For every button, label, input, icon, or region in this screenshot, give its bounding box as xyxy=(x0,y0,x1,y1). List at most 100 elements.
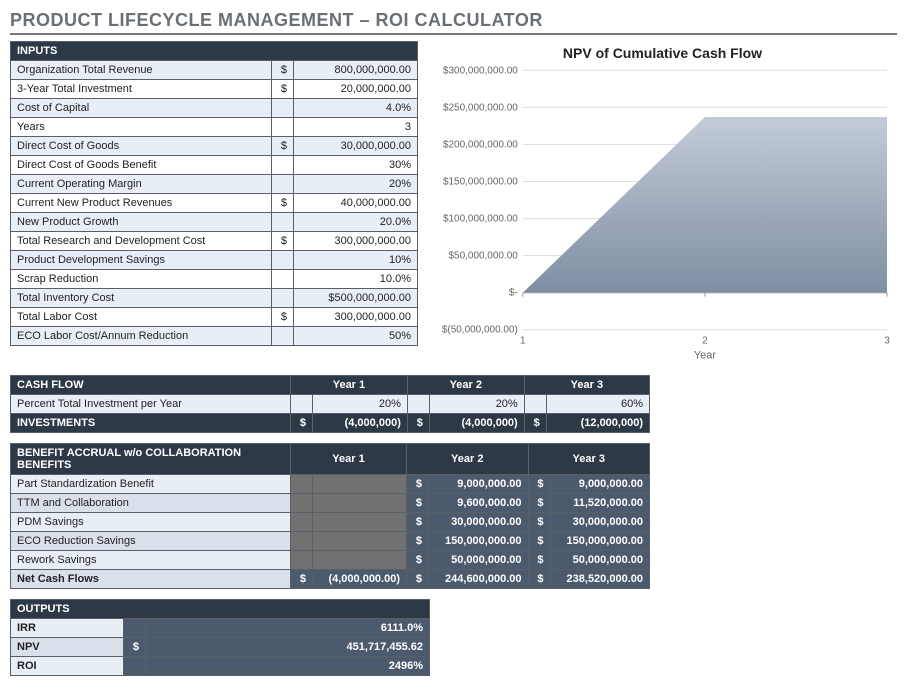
inv-cur-3: $ xyxy=(524,414,546,433)
benefit-cur: $ xyxy=(407,513,429,532)
input-cur: $ xyxy=(272,61,294,80)
benefit-val xyxy=(313,551,407,570)
output-label: NPV xyxy=(11,638,124,657)
input-cur xyxy=(272,289,294,308)
inputs-table: INPUTS Organization Total Revenue$800,00… xyxy=(10,41,418,346)
cashflow-val: 60% xyxy=(546,395,649,414)
input-label: Current New Product Revenues xyxy=(11,194,272,213)
input-cur xyxy=(272,175,294,194)
input-val: 800,000,000.00 xyxy=(294,61,418,80)
svg-text:Year: Year xyxy=(694,350,717,362)
benefit-header: BENEFIT ACCRUAL w/o COLLABORATION BENEFI… xyxy=(11,444,291,475)
input-label: Current Operating Margin xyxy=(11,175,272,194)
input-val: 10.0% xyxy=(294,270,418,289)
svg-text:3: 3 xyxy=(884,336,890,347)
svg-text:$250,000,000.00: $250,000,000.00 xyxy=(443,102,518,113)
cashflow-table: CASH FLOW Year 1 Year 2 Year 3 Percent T… xyxy=(10,375,650,433)
input-val: 20.0% xyxy=(294,213,418,232)
inputs-header: INPUTS xyxy=(11,42,418,61)
benefit-cur: $ xyxy=(528,513,550,532)
benefit-cur: $ xyxy=(291,570,313,589)
investments-label: INVESTMENTS xyxy=(11,414,291,433)
svg-text:$150,000,000.00: $150,000,000.00 xyxy=(443,176,518,187)
benefit-val: 11,520,000.00 xyxy=(550,494,650,513)
cashflow-row-label: Percent Total Investment per Year xyxy=(11,395,291,414)
input-val: 300,000,000.00 xyxy=(294,308,418,327)
inv-val-1: (4,000,000) xyxy=(313,414,408,433)
benefit-val: 150,000,000.00 xyxy=(550,532,650,551)
input-cur xyxy=(272,99,294,118)
input-label: Product Development Savings xyxy=(11,251,272,270)
svg-text:$200,000,000.00: $200,000,000.00 xyxy=(443,139,518,150)
outputs-table: OUTPUTS IRR6111.0%NPV$451,717,455.62ROI2… xyxy=(10,599,430,676)
svg-text:$(50,000,000.00): $(50,000,000.00) xyxy=(442,325,518,336)
input-cur: $ xyxy=(272,137,294,156)
npv-chart: $(50,000,000.00)$-$50,000,000.00$100,000… xyxy=(428,65,897,365)
inv-val-2: (4,000,000) xyxy=(429,414,524,433)
cashflow-val: 20% xyxy=(313,395,408,414)
output-label: ROI xyxy=(11,657,124,676)
cashflow-cur xyxy=(291,395,313,414)
input-label: Years xyxy=(11,118,272,137)
cashflow-cur xyxy=(407,395,429,414)
input-label: ECO Labor Cost/Annum Reduction xyxy=(11,327,272,346)
input-cur: $ xyxy=(272,232,294,251)
benefit-val: (4,000,000.00) xyxy=(313,570,407,589)
cashflow-cur xyxy=(524,395,546,414)
benefit-cur xyxy=(291,532,313,551)
output-val: 451,717,455.62 xyxy=(146,638,430,657)
input-cur xyxy=(272,270,294,289)
benefit-val xyxy=(313,513,407,532)
benefit-cur xyxy=(291,513,313,532)
input-label: Organization Total Revenue xyxy=(11,61,272,80)
cashflow-col-1: Year 1 xyxy=(291,376,408,395)
benefit-col-2: Year 2 xyxy=(407,444,528,475)
input-cur: $ xyxy=(272,194,294,213)
inv-val-3: (12,000,000) xyxy=(546,414,649,433)
benefit-val xyxy=(313,475,407,494)
benefit-val: 30,000,000.00 xyxy=(550,513,650,532)
benefit-row-label: Rework Savings xyxy=(11,551,291,570)
chart-title: NPV of Cumulative Cash Flow xyxy=(428,45,897,61)
svg-text:$100,000,000.00: $100,000,000.00 xyxy=(443,214,518,225)
input-val: 20% xyxy=(294,175,418,194)
cashflow-col-3: Year 3 xyxy=(524,376,649,395)
benefit-val: 244,600,000.00 xyxy=(429,570,528,589)
input-val: 30% xyxy=(294,156,418,175)
input-cur: $ xyxy=(272,308,294,327)
cashflow-val: 20% xyxy=(429,395,524,414)
benefit-table: BENEFIT ACCRUAL w/o COLLABORATION BENEFI… xyxy=(10,443,650,589)
inv-cur-1: $ xyxy=(291,414,313,433)
input-label: Total Labor Cost xyxy=(11,308,272,327)
page-title: PRODUCT LIFECYCLE MANAGEMENT – ROI CALCU… xyxy=(10,10,897,35)
benefit-col-3: Year 3 xyxy=(528,444,650,475)
benefit-cur: $ xyxy=(407,475,429,494)
benefit-row-label: TTM and Collaboration xyxy=(11,494,291,513)
benefit-val: 150,000,000.00 xyxy=(429,532,528,551)
benefit-cur xyxy=(291,475,313,494)
benefit-val: 50,000,000.00 xyxy=(550,551,650,570)
svg-text:1: 1 xyxy=(520,336,526,347)
input-label: Scrap Reduction xyxy=(11,270,272,289)
output-val: 6111.0% xyxy=(146,619,430,638)
output-cur xyxy=(124,619,146,638)
input-label: Cost of Capital xyxy=(11,99,272,118)
output-cur xyxy=(124,657,146,676)
output-label: IRR xyxy=(11,619,124,638)
benefit-val: 238,520,000.00 xyxy=(550,570,650,589)
benefit-row-label: PDM Savings xyxy=(11,513,291,532)
benefit-val xyxy=(313,494,407,513)
cashflow-header: CASH FLOW xyxy=(11,376,291,395)
cashflow-col-2: Year 2 xyxy=(407,376,524,395)
benefit-val: 9,600,000.00 xyxy=(429,494,528,513)
benefit-cur: $ xyxy=(407,494,429,513)
benefit-cur: $ xyxy=(407,532,429,551)
input-cur xyxy=(272,327,294,346)
input-val: 10% xyxy=(294,251,418,270)
input-label: 3-Year Total Investment xyxy=(11,80,272,99)
benefit-val xyxy=(313,532,407,551)
input-val: $500,000,000.00 xyxy=(294,289,418,308)
input-val: 300,000,000.00 xyxy=(294,232,418,251)
benefit-val: 50,000,000.00 xyxy=(429,551,528,570)
svg-text:$-: $- xyxy=(509,288,518,299)
